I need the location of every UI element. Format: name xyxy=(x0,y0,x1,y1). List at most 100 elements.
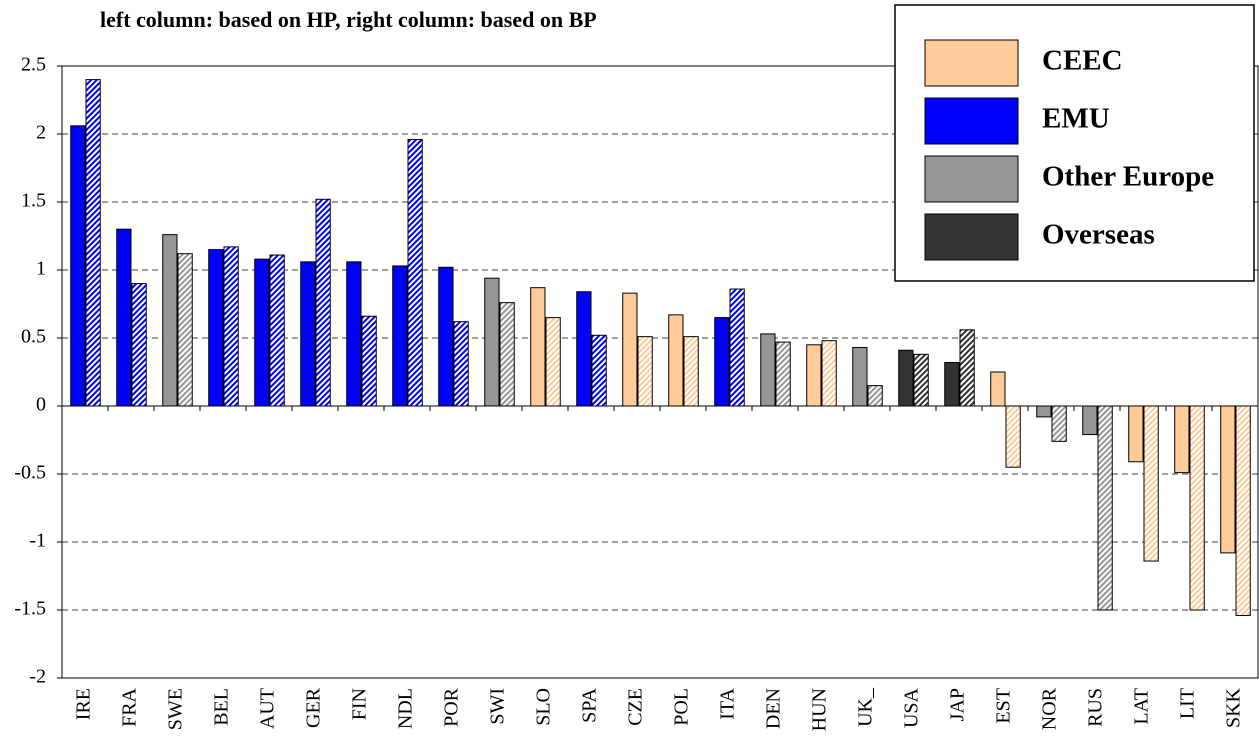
bar xyxy=(116,228,132,407)
x-tick-label: RUS xyxy=(1085,688,1107,727)
bar xyxy=(208,249,224,407)
x-tick-label: NDL xyxy=(395,688,417,729)
bar xyxy=(530,287,546,407)
bar xyxy=(760,333,776,407)
x-tick-label: SLO xyxy=(533,688,555,726)
bar xyxy=(683,336,699,407)
x-tick-label: UK_ xyxy=(855,687,877,727)
bar xyxy=(361,315,377,407)
bar xyxy=(1235,405,1251,616)
bar xyxy=(1189,405,1205,611)
x-tick-label: DEN xyxy=(763,688,785,729)
bar xyxy=(315,198,331,407)
legend-swatch xyxy=(924,39,1019,87)
bar xyxy=(70,125,86,407)
legend-swatch xyxy=(924,97,1019,145)
x-tick-label: EST xyxy=(993,688,1015,724)
bar xyxy=(254,258,270,407)
x-tick-label: BEL xyxy=(211,688,233,726)
bar xyxy=(177,253,193,407)
bar xyxy=(162,234,178,407)
plot-frame xyxy=(61,65,1259,679)
y-tick-label: 2.5 xyxy=(21,54,46,76)
bar xyxy=(1082,405,1098,436)
bar xyxy=(1143,405,1159,562)
x-tick-label: POR xyxy=(441,687,463,727)
legend-label: CEEC xyxy=(1042,45,1123,77)
x-tick-label: NOR xyxy=(1039,687,1061,730)
bar xyxy=(438,266,454,407)
bar xyxy=(269,254,285,407)
bar xyxy=(223,246,239,407)
bar xyxy=(484,277,500,407)
bar xyxy=(499,302,515,407)
y-tick-label: 0.5 xyxy=(21,326,46,348)
bar xyxy=(898,349,914,407)
x-tick-label: GER xyxy=(303,687,325,728)
x-tick-label: USA xyxy=(901,687,923,728)
x-tick-label: FIN xyxy=(349,688,371,720)
y-tick-label: 1 xyxy=(36,258,46,280)
legend-label: Overseas xyxy=(1042,219,1155,251)
y-tick-label: 0 xyxy=(36,394,46,416)
x-tick-label: FRA xyxy=(119,687,141,726)
bar xyxy=(959,329,975,407)
x-tick-label: SWI xyxy=(487,688,509,725)
bar xyxy=(775,341,791,407)
bar xyxy=(1220,405,1236,554)
x-tick-label: SKK xyxy=(1223,687,1245,728)
bar xyxy=(1036,405,1052,418)
bar xyxy=(392,265,408,407)
legend-swatch xyxy=(924,155,1019,203)
bar xyxy=(622,292,638,407)
bar xyxy=(714,317,730,407)
bar xyxy=(944,361,960,407)
x-tick-label: LAT xyxy=(1131,688,1153,725)
bar xyxy=(131,283,147,407)
bar xyxy=(591,334,607,407)
chart-title: left column: based on HP, right column: … xyxy=(100,7,597,32)
bar xyxy=(806,344,822,407)
bar xyxy=(85,79,101,407)
bar xyxy=(1097,405,1113,611)
bar xyxy=(346,261,362,407)
bar xyxy=(668,314,684,407)
x-tick-label: IRE xyxy=(73,688,95,720)
bar xyxy=(867,385,883,407)
bar xyxy=(1174,405,1190,474)
x-tick-label: POL xyxy=(671,688,693,726)
legend-label: Other Europe xyxy=(1042,161,1214,193)
x-tick-label: LIT xyxy=(1177,688,1199,719)
x-tick-label: ITA xyxy=(717,687,739,719)
x-tick-label: CZE xyxy=(625,688,647,726)
y-tick-label: -1 xyxy=(29,530,46,552)
bar xyxy=(1051,405,1067,442)
bar xyxy=(1128,405,1144,463)
bar xyxy=(852,347,868,407)
x-tick-label: JAP xyxy=(947,688,969,721)
x-tick-label: SWE xyxy=(165,688,187,730)
bar xyxy=(545,317,561,407)
y-tick-label: 1.5 xyxy=(21,190,46,212)
bar xyxy=(821,340,837,407)
legend-swatch xyxy=(924,213,1019,261)
bar xyxy=(913,353,929,407)
bar xyxy=(729,288,745,407)
x-tick-label: HUN xyxy=(809,688,831,731)
y-tick-label: -0.5 xyxy=(14,462,46,484)
bar xyxy=(637,336,653,407)
bar xyxy=(300,261,316,407)
bar xyxy=(1005,405,1021,468)
bar xyxy=(407,138,423,407)
bar xyxy=(453,321,469,407)
x-tick-label: SPA xyxy=(579,687,601,722)
y-tick-label: -1.5 xyxy=(14,598,46,620)
bar xyxy=(990,371,1006,407)
x-tick-label: AUT xyxy=(257,688,279,729)
y-tick-label: 2 xyxy=(36,122,46,144)
legend-label: EMU xyxy=(1042,103,1110,135)
bar xyxy=(576,291,592,407)
y-tick-label: -2 xyxy=(29,666,46,688)
